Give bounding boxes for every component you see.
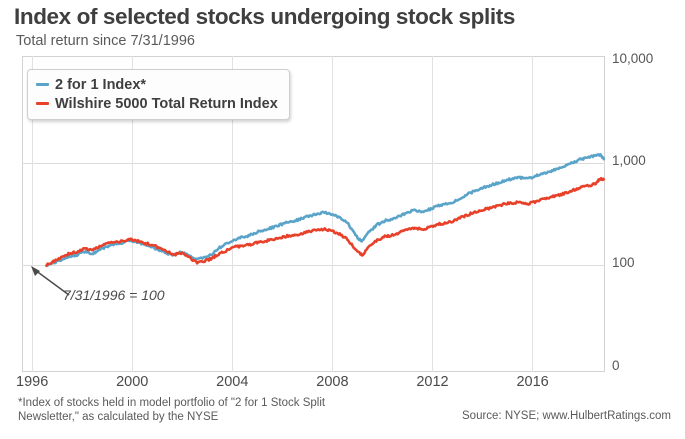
x-axis-tick-label: 2008 xyxy=(316,374,349,390)
x-axis-tick-label: 2012 xyxy=(416,374,449,390)
annotation-arrow-icon xyxy=(31,266,70,296)
chart-subtitle: Total return since 7/31/1996 xyxy=(16,33,195,49)
x-axis-tick-label: 2016 xyxy=(516,374,549,390)
y-axis-tick-label: 1,000 xyxy=(612,153,646,168)
gridline-horizontal xyxy=(22,265,605,266)
gridline-vertical xyxy=(232,56,234,372)
x-axis-tick-label: 1996 xyxy=(16,374,49,390)
gridline-vertical xyxy=(32,56,33,372)
gridline-vertical xyxy=(432,56,434,372)
legend-label-wilshire: Wilshire 5000 Total Return Index xyxy=(55,95,278,112)
y-axis-tick-label: 100 xyxy=(612,255,635,270)
x-axis-tick-label: 2004 xyxy=(216,374,249,390)
legend-swatch-blue xyxy=(36,82,49,87)
footnote-text: *Index of stocks held in model portfolio… xyxy=(18,397,326,423)
series-layer xyxy=(45,153,605,268)
legend-swatch-red xyxy=(36,101,49,106)
gridline-horizontal xyxy=(22,163,605,164)
x-axis-tick-label: 2000 xyxy=(116,374,149,390)
series-line-wilshire xyxy=(45,176,605,268)
y-axis-tick-label: 0 xyxy=(612,358,620,373)
chart-legend: 2 for 1 Index* Wilshire 5000 Total Retur… xyxy=(27,69,290,120)
legend-item-two-for-one: 2 for 1 Index* xyxy=(36,75,278,94)
annotation-label: 7/31/1996 = 100 xyxy=(63,287,165,303)
chart-title: Index of selected stocks undergoing stoc… xyxy=(14,4,515,29)
source-text: Source: NYSE; www.HulbertRatings.com xyxy=(462,410,671,422)
legend-item-wilshire: Wilshire 5000 Total Return Index xyxy=(36,94,278,113)
gridline-vertical xyxy=(132,56,134,372)
gridline-vertical xyxy=(532,56,534,372)
legend-label-two-for-one: 2 for 1 Index* xyxy=(55,76,147,93)
series-line-two-for-one xyxy=(45,153,605,267)
y-axis-tick-label: 10,000 xyxy=(612,51,654,66)
